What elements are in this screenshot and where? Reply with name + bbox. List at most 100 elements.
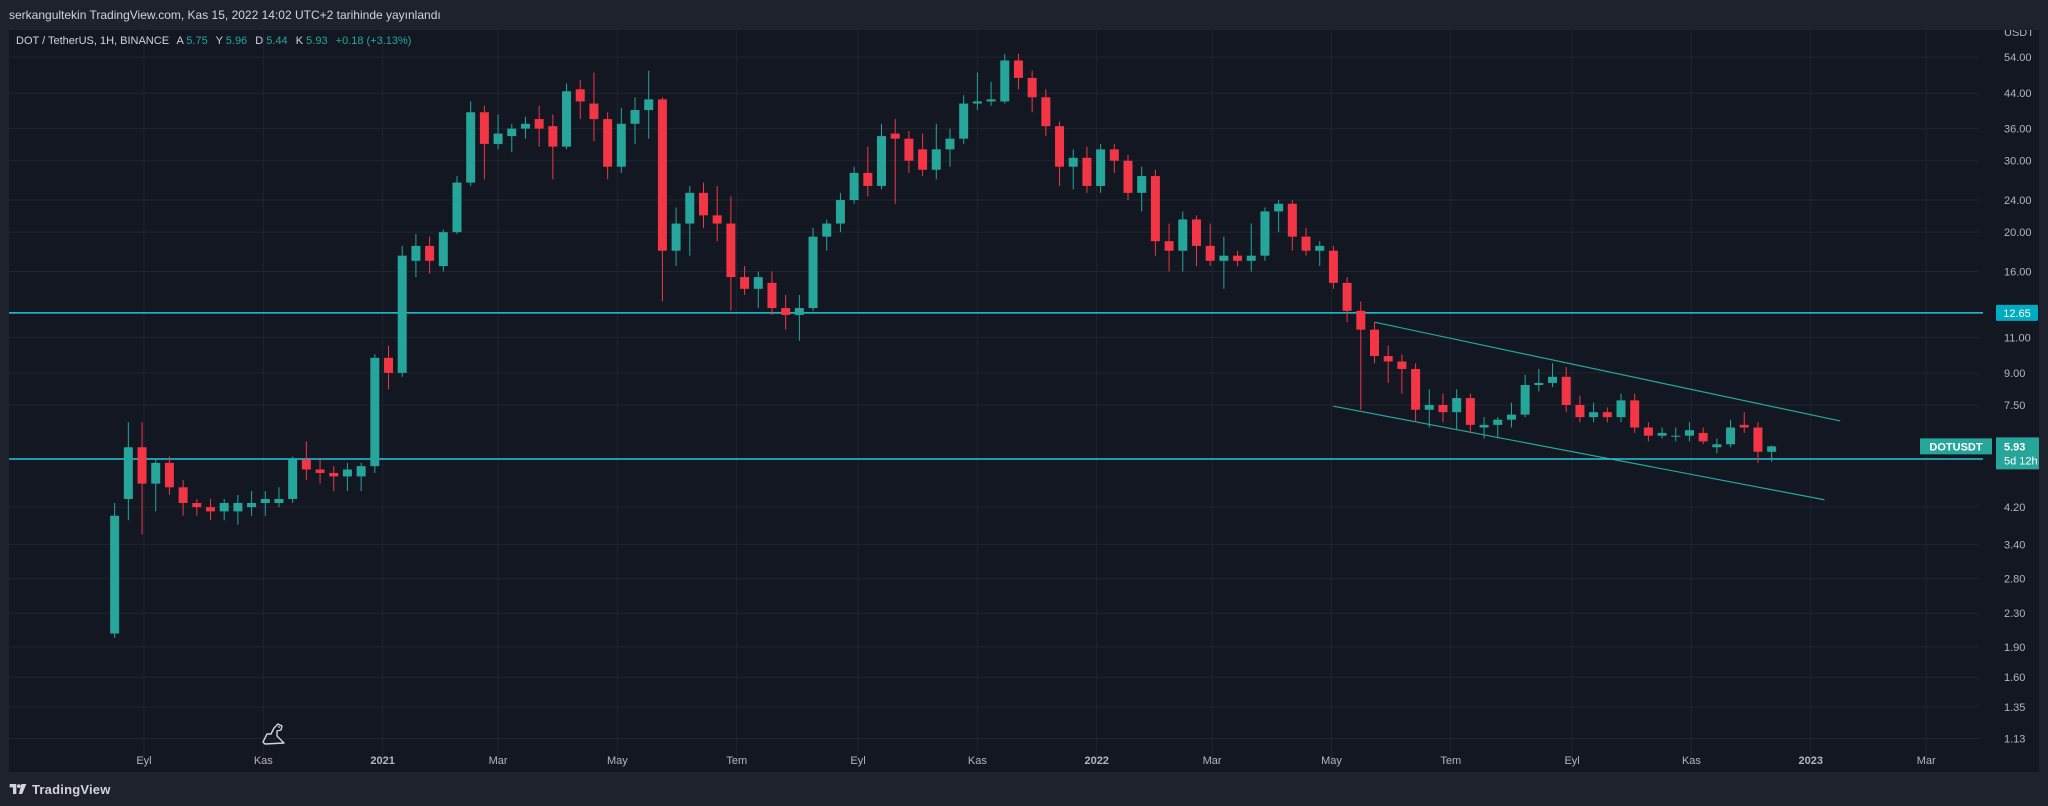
- price-axis: 1.13 1.35 1.60 1.90 2.30 2.80 3.40 4.20 7.50 9.00…: [2004, 27, 2034, 745]
- candle-body: [493, 133, 503, 144]
- candle-body: [1068, 157, 1078, 167]
- candle-up: [959, 95, 969, 144]
- candle-body: [1013, 60, 1023, 78]
- candle-body: [1671, 435, 1681, 437]
- price-tick-label: 1.13: [2004, 733, 2025, 745]
- candle-body: [575, 89, 585, 102]
- candle-up: [972, 72, 982, 111]
- candle-body: [1041, 97, 1051, 127]
- tradingview-logo[interactable]: TradingView: [9, 778, 111, 800]
- candle-up: [1274, 200, 1284, 233]
- candle-up: [342, 462, 352, 492]
- candle-up: [877, 123, 887, 190]
- candle-body: [1287, 203, 1297, 237]
- candle-body: [726, 223, 736, 278]
- candle-up: [1479, 417, 1489, 439]
- candle-body: [1548, 376, 1558, 383]
- time-tick-label: Mar: [1917, 755, 1936, 767]
- candle-down: [1383, 345, 1393, 383]
- candle-body: [945, 138, 955, 150]
- candle-body: [1589, 412, 1599, 418]
- candle-body: [904, 138, 914, 161]
- candle-up: [986, 81, 996, 106]
- candle-body: [370, 357, 380, 467]
- candle-body: [1465, 398, 1475, 425]
- price-tick-label: 24.00: [2004, 195, 2032, 207]
- tradingview-logo-icon: [9, 784, 27, 794]
- candle-down: [1055, 121, 1065, 186]
- candle-down: [1397, 354, 1407, 394]
- candle-body: [1055, 126, 1065, 167]
- time-tick-label: Tem: [1440, 755, 1461, 767]
- candle-body: [1520, 385, 1530, 415]
- candle-down: [1013, 53, 1023, 90]
- candle-body: [260, 498, 270, 503]
- candle-up: [644, 70, 654, 139]
- candle-down: [1205, 223, 1215, 267]
- candle-down: [1698, 427, 1708, 445]
- candle-body: [1602, 412, 1612, 418]
- candle-body: [1150, 176, 1160, 242]
- candle-down: [534, 105, 544, 147]
- price-tick-label: 2.30: [2004, 608, 2025, 620]
- publish-info-text: serkangultekin TradingView.com, Kas 15, …: [9, 8, 441, 22]
- candle-down: [740, 266, 750, 296]
- grid: [9, 30, 1979, 760]
- price-tick-label: 11.00: [2004, 333, 2031, 345]
- candle-body: [1027, 77, 1037, 98]
- candle-body: [466, 112, 476, 183]
- candle-down: [1602, 407, 1612, 423]
- candle-down: [425, 236, 435, 274]
- candle-up: [356, 462, 366, 492]
- candle-body: [698, 192, 708, 216]
- candle-down: [1041, 89, 1051, 137]
- time-tick-label: Mar: [489, 755, 508, 767]
- candle-up: [110, 502, 120, 638]
- candle-body: [507, 128, 517, 137]
- candle-body: [616, 123, 626, 167]
- legend-change: +0.18 (+3.13%): [336, 35, 412, 47]
- candle-up: [685, 185, 695, 256]
- time-tick-label: Eyl: [850, 755, 865, 767]
- candle-body: [753, 277, 763, 289]
- legend-close-label: K: [296, 35, 304, 47]
- candle-body: [1493, 419, 1503, 425]
- candle-body: [1506, 414, 1516, 420]
- candle-body: [890, 133, 900, 139]
- candle-up: [945, 128, 955, 167]
- candle-up: [1726, 419, 1736, 448]
- candle-body: [562, 91, 572, 147]
- candle-up: [1548, 363, 1558, 388]
- candle-down: [698, 182, 708, 228]
- dinosaur-icon[interactable]: [262, 723, 285, 745]
- candle-body: [151, 462, 161, 484]
- candle-body: [808, 236, 818, 309]
- candle-down: [1370, 322, 1380, 364]
- candle-body: [397, 255, 407, 373]
- candle-body: [1370, 329, 1380, 357]
- price-tick-label: 54.00: [2004, 52, 2032, 64]
- candle-body: [411, 245, 421, 261]
- candle-down: [1739, 412, 1749, 433]
- candle-body: [781, 308, 791, 315]
- price-chart[interactable]: 1.13 1.35 1.60 1.90 2.30 2.80 3.40 4.20 7.50 9.00…: [9, 27, 2048, 772]
- candle-up: [1506, 402, 1516, 428]
- candle-body: [425, 245, 435, 261]
- candle-down: [1753, 422, 1763, 463]
- candle-down: [1082, 146, 1092, 193]
- ohlc-legend: DOT / TetherUS, 1H, BINANCE A 5.75 Y 5.9…: [16, 35, 411, 47]
- candle-down: [1164, 223, 1174, 272]
- candle-up: [1096, 143, 1106, 193]
- time-tick-label: 2023: [1799, 755, 1823, 767]
- candle-body: [110, 515, 120, 634]
- time-tick-label: Eyl: [136, 755, 151, 767]
- price-tick-label: 30.00: [2004, 156, 2032, 168]
- candle-body: [822, 223, 832, 237]
- candle-up: [630, 97, 640, 144]
- candle-body: [452, 182, 462, 233]
- candle-down: [781, 295, 791, 330]
- candle-body: [1397, 361, 1407, 369]
- candle-up: [466, 101, 476, 186]
- candle-body: [192, 502, 202, 508]
